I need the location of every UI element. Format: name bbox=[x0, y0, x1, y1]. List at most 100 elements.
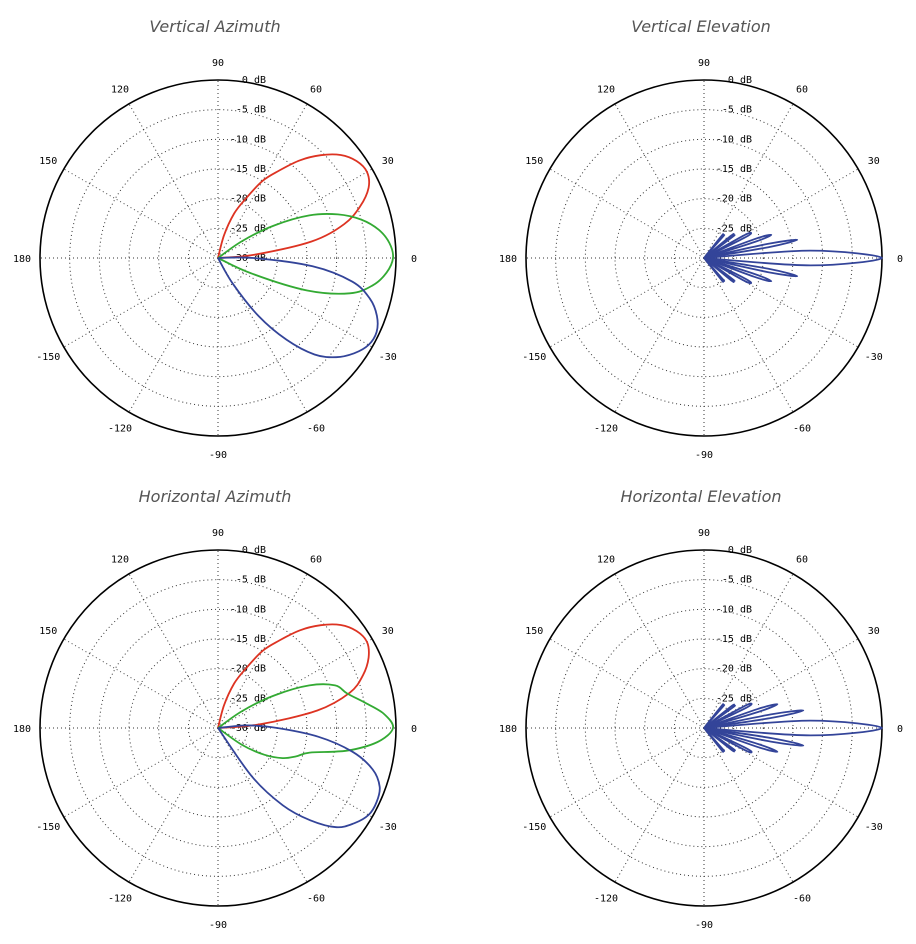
grid-spoke bbox=[128, 727, 219, 883]
pattern-lobe bbox=[703, 727, 726, 753]
radial-label: -25 dB bbox=[716, 693, 752, 704]
grid-spoke bbox=[63, 727, 219, 818]
pattern-lobe bbox=[703, 727, 779, 753]
radial-label: 0 dB bbox=[242, 545, 266, 556]
pattern-lobe bbox=[703, 727, 805, 747]
pattern-lobe bbox=[703, 703, 736, 729]
angle-label: -60 bbox=[793, 424, 811, 435]
chart-vertical-elevation: Vertical Elevation 90 60 30 0 -30 -60 -90 -120 -… bbox=[486, 0, 916, 472]
angle-label: 30 bbox=[868, 156, 880, 167]
radial-label: -10 dB bbox=[716, 604, 752, 615]
grid-spoke bbox=[549, 168, 705, 259]
grid-ring bbox=[644, 668, 764, 788]
pattern-lobe bbox=[703, 231, 753, 259]
grid-spoke bbox=[217, 638, 373, 729]
angle-label: 180 bbox=[13, 254, 31, 265]
grid-spoke bbox=[217, 257, 308, 413]
angle-label: 120 bbox=[597, 554, 615, 565]
chart-horizontal-elevation: Horizontal Elevation 90 60 30 0 -30 -60 -90 -12… bbox=[486, 470, 916, 942]
grid-spoke bbox=[63, 638, 219, 729]
chart-title: Vertical Azimuth bbox=[149, 17, 281, 36]
angle-label: 120 bbox=[111, 84, 129, 95]
pattern-lobe bbox=[703, 257, 773, 283]
pattern-lobe bbox=[703, 703, 779, 729]
pattern-lobe bbox=[703, 703, 726, 729]
pattern-lobe bbox=[703, 257, 753, 285]
angle-label: -30 bbox=[379, 352, 397, 363]
polar-plot: 90 60 30 0 -30 -60 -90 -120 -150 180 150 120 0 dB -5 … bbox=[499, 58, 903, 461]
radial-label: -25 dB bbox=[230, 223, 266, 234]
angle-label: -120 bbox=[108, 424, 132, 435]
angle-label: 30 bbox=[868, 626, 880, 637]
chart-horizontal-azimuth: Horizontal Azimuth 90 60 30 0 -30 -60 -90 -120 -… bbox=[0, 470, 458, 942]
grid-ring bbox=[644, 198, 764, 318]
angle-label: -120 bbox=[594, 424, 618, 435]
angle-label: 0 bbox=[411, 254, 417, 265]
grid-ring bbox=[98, 608, 338, 848]
pattern-lobe bbox=[703, 233, 726, 259]
angle-label: 0 bbox=[411, 724, 417, 735]
grid-spoke bbox=[128, 573, 219, 729]
radial-label: -5 dB bbox=[722, 105, 752, 116]
angle-label: -150 bbox=[36, 352, 60, 363]
pattern-lobe bbox=[703, 719, 883, 737]
grid-spoke bbox=[217, 168, 373, 259]
angle-label: 60 bbox=[310, 554, 322, 565]
radial-label: 0 dB bbox=[242, 75, 266, 86]
angle-label: 120 bbox=[111, 554, 129, 565]
angle-label: 90 bbox=[698, 528, 710, 539]
radial-label: -10 dB bbox=[716, 134, 752, 145]
grid-spoke bbox=[217, 727, 373, 818]
chart-vertical-azimuth: Vertical Azimuth 90 60 30 0 -30 -60 -90 -120 -15… bbox=[0, 0, 458, 472]
pattern-trace bbox=[217, 623, 370, 729]
angle-label: 150 bbox=[39, 156, 57, 167]
angle-label: 90 bbox=[212, 528, 224, 539]
radial-label: -25 dB bbox=[230, 693, 266, 704]
radial-label: -15 dB bbox=[230, 164, 266, 175]
pattern-lobe bbox=[703, 238, 799, 259]
angle-label: -150 bbox=[36, 822, 60, 833]
radial-label: -5 dB bbox=[236, 105, 266, 116]
angle-label: -90 bbox=[209, 450, 227, 461]
outer-ring bbox=[39, 79, 397, 437]
pattern-lobe bbox=[703, 709, 805, 729]
grid-ring bbox=[158, 198, 278, 318]
pattern-lobe bbox=[703, 249, 883, 267]
chart-title: Horizontal Elevation bbox=[620, 487, 782, 506]
radial-label: -15 dB bbox=[716, 164, 752, 175]
radial-label: -30 dB bbox=[230, 723, 266, 734]
angle-label: -30 bbox=[379, 822, 397, 833]
angle-label: -30 bbox=[865, 352, 883, 363]
grid-spoke bbox=[614, 103, 705, 259]
radial-label: -10 dB bbox=[230, 134, 266, 145]
angle-label: 180 bbox=[499, 724, 517, 735]
grid-spoke bbox=[614, 573, 705, 729]
grid-spoke bbox=[703, 573, 794, 729]
pattern-trace bbox=[217, 724, 381, 829]
pattern-lobe bbox=[703, 727, 736, 753]
pattern-trace bbox=[217, 153, 371, 259]
grid-spoke bbox=[703, 103, 794, 259]
angle-label: -150 bbox=[522, 822, 546, 833]
angle-label: 60 bbox=[796, 554, 808, 565]
angle-label: -120 bbox=[108, 894, 132, 905]
grid-spoke bbox=[549, 257, 705, 348]
radial-label: -20 dB bbox=[230, 194, 266, 205]
radial-label: -20 dB bbox=[230, 664, 266, 675]
angle-label: 150 bbox=[39, 626, 57, 637]
pattern-trace bbox=[217, 213, 394, 295]
angle-label: 30 bbox=[382, 626, 394, 637]
angle-label: 150 bbox=[525, 626, 543, 637]
pattern-lobe bbox=[703, 257, 736, 283]
chart-title: Vertical Elevation bbox=[631, 17, 771, 36]
angle-label: -60 bbox=[307, 424, 325, 435]
chart-title: Horizontal Azimuth bbox=[138, 487, 292, 506]
angle-label: -90 bbox=[695, 450, 713, 461]
angle-label: -120 bbox=[594, 894, 618, 905]
pattern-lobe bbox=[703, 257, 726, 283]
grid-spoke bbox=[128, 103, 219, 259]
radial-label: -5 dB bbox=[722, 575, 752, 586]
polar-plot: 90 60 30 0 -30 -60 -90 -120 -150 180 150 120 0 dB -5 … bbox=[13, 528, 417, 931]
angle-label: 180 bbox=[13, 724, 31, 735]
pattern-lobe bbox=[703, 257, 799, 278]
